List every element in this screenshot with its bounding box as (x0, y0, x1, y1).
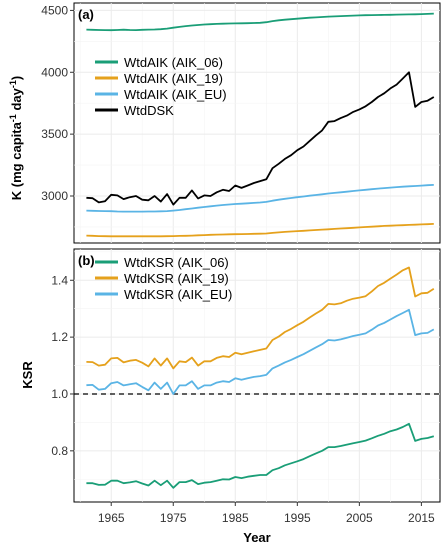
legend-label: WtdKSR (AIK_EU) (124, 287, 232, 302)
y-tick-label: 1.2 (51, 330, 68, 344)
y-tick-label: 1.0 (51, 387, 68, 401)
panel-b-x-axis-title: Year (243, 530, 270, 545)
legend-label: WtdAIK (AIK_19) (124, 71, 223, 86)
series-line-wtdaik-aik-eu (86, 184, 434, 213)
panel-b-legend: WtdKSR (AIK_06)WtdKSR (AIK_19)WtdKSR (AI… (95, 255, 232, 302)
series-line-wtdaik-aik-19 (86, 223, 434, 238)
series-line-wtdksr-aik-06 (86, 422, 435, 489)
y-tick-label: 4000 (41, 65, 68, 79)
x-tick-label: 2015 (408, 511, 435, 525)
x-tick-label: 2005 (346, 511, 373, 525)
panel-b-label: (b) (78, 253, 95, 268)
legend-label: WtdAIK (AIK_06) (124, 55, 223, 70)
x-tick-label: 1985 (222, 511, 249, 525)
panel-b: 0.8 1.0 1.2 1.4 1965 1975 1985 1995 2005 2015 (b… (20, 248, 441, 545)
panel-a-series (86, 12, 435, 238)
panel-a-frame (73, 2, 441, 244)
series-line-wtddsk (86, 71, 435, 206)
legend-label: WtdDSK (124, 103, 174, 118)
legend-label: WtdKSR (AIK_19) (124, 271, 229, 286)
x-tick-label: 1995 (284, 511, 311, 525)
y-tick-label: 1.4 (51, 273, 68, 287)
y-tick-label: 0.8 (51, 444, 68, 458)
panel-b-x-ticks: 1965 1975 1985 1995 2005 2015 (98, 502, 435, 525)
series-line-wtdksr-aik-eu (86, 308, 435, 395)
y-tick-label: 3500 (41, 127, 68, 141)
panel-b-series (86, 266, 435, 489)
series-line-wtdaik-aik-06 (86, 12, 434, 32)
series-line-wtdksr-aik-19 (86, 266, 435, 370)
legend-label: WtdKSR (AIK_06) (124, 255, 229, 270)
panel-b-frame (73, 248, 441, 503)
y-tick-label: 4500 (41, 3, 68, 17)
x-tick-label: 1975 (160, 511, 187, 525)
legend-label: WtdAIK (AIK_EU) (124, 87, 227, 102)
panel-a-y-ticks: 3000 3500 4000 4500 (41, 3, 74, 203)
panel-b-y-axis-title: KSR (20, 361, 35, 389)
y-tick-label: 3000 (41, 189, 68, 203)
panel-a-legend: WtdAIK (AIK_06)WtdAIK (AIK_19)WtdAIK (AI… (95, 55, 227, 118)
x-tick-label: 1965 (98, 511, 125, 525)
panel-b-y-ticks: 0.8 1.0 1.2 1.4 (51, 273, 74, 458)
panel-a-label: (a) (78, 7, 94, 22)
panel-a-y-axis-title: K (mg capita-1 day-1) (8, 76, 24, 200)
